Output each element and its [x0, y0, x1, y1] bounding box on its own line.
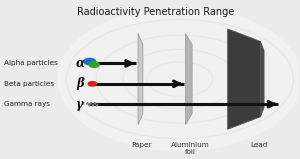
Circle shape	[84, 58, 96, 65]
Text: γ: γ	[76, 98, 84, 111]
Text: Lead: Lead	[250, 142, 268, 148]
Polygon shape	[185, 34, 192, 125]
Text: Paper: Paper	[131, 142, 151, 148]
Text: Aluminium
foil: Aluminium foil	[171, 142, 210, 155]
Text: Alpha particles: Alpha particles	[4, 60, 58, 66]
Polygon shape	[228, 29, 260, 129]
Text: Beta particles: Beta particles	[4, 81, 54, 87]
Circle shape	[88, 82, 97, 86]
Text: Gamma rays: Gamma rays	[4, 101, 50, 107]
Polygon shape	[138, 34, 143, 125]
Ellipse shape	[57, 7, 300, 151]
Polygon shape	[260, 41, 264, 117]
Text: β: β	[76, 77, 84, 90]
Text: Radioactivity Penetration Range: Radioactivity Penetration Range	[77, 7, 235, 17]
Circle shape	[89, 62, 99, 67]
Text: α: α	[75, 57, 84, 70]
